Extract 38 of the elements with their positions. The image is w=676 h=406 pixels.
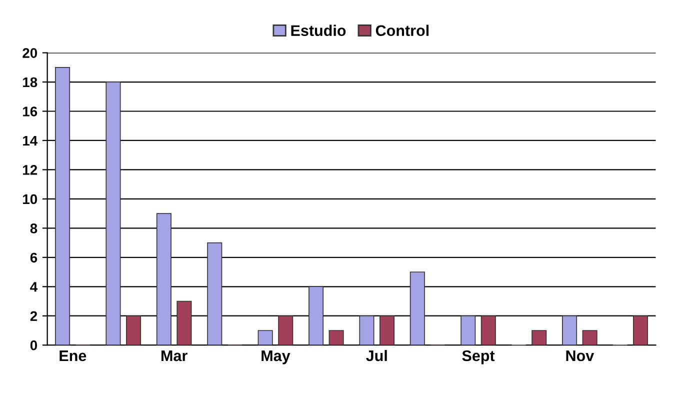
x-tick-label: Sept — [462, 350, 495, 364]
y-tick-label: 6 — [30, 252, 38, 263]
bar — [460, 315, 476, 346]
bar — [410, 272, 425, 346]
x-tick-label: Jul — [366, 350, 387, 362]
x-tick-label: Nov — [566, 350, 594, 362]
bar — [106, 82, 121, 346]
y-tick-label: 18 — [23, 77, 38, 88]
bar — [480, 315, 496, 346]
bar — [582, 330, 598, 346]
y-tick-label: 10 — [23, 194, 38, 204]
bar — [207, 242, 222, 346]
bar — [532, 330, 547, 346]
y-tick-label: 12 — [23, 165, 38, 175]
bar — [562, 315, 578, 346]
bar — [632, 315, 648, 346]
y-tick-label: 0 — [30, 340, 38, 350]
y-tick-label: 8 — [30, 224, 38, 234]
x-tick-label: May — [262, 350, 290, 364]
x-tick-label: Mar — [162, 350, 188, 362]
y-tick-label: 20 — [22, 48, 38, 58]
bar — [278, 315, 294, 346]
bar — [258, 330, 273, 346]
y-tick-label: 16 — [23, 106, 38, 116]
bar — [379, 315, 395, 346]
legend-label: Control — [376, 24, 429, 36]
y-tick-label: 4 — [30, 282, 38, 292]
y-tick-label: 14 — [23, 136, 38, 146]
legend-label: Estudio — [291, 24, 346, 36]
bar — [328, 330, 344, 346]
bar — [126, 315, 142, 346]
bar — [55, 66, 70, 346]
bar — [176, 300, 192, 346]
bar — [308, 286, 324, 346]
x-tick-label: Ene — [60, 350, 86, 362]
bar — [156, 213, 172, 346]
y-tick-label: 2 — [30, 311, 38, 321]
bar — [359, 315, 374, 346]
